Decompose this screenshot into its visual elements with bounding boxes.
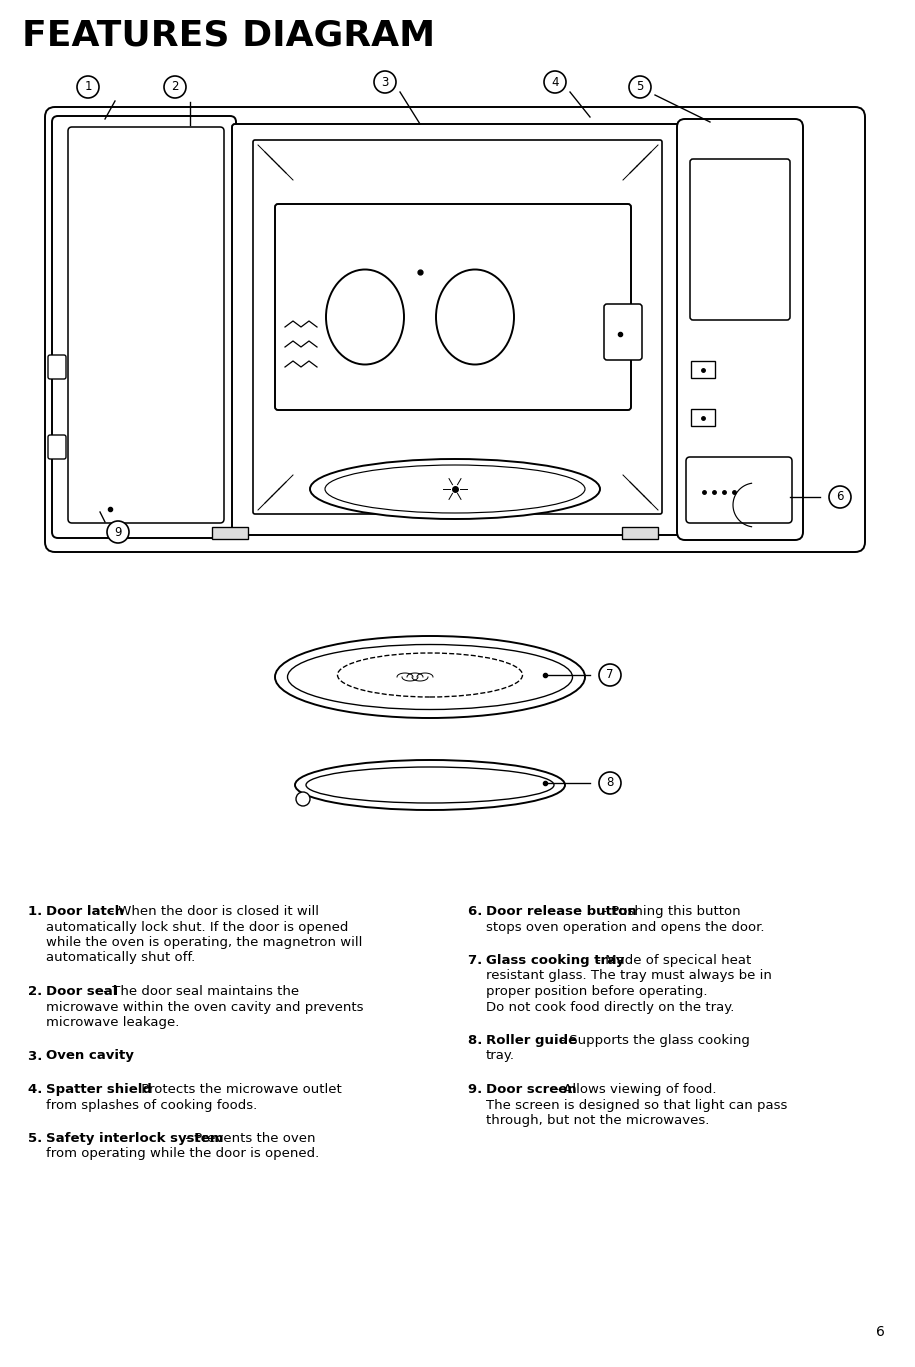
Text: microwave within the oven cavity and prevents: microwave within the oven cavity and pre…: [46, 1001, 363, 1013]
Text: - Pushing this button: - Pushing this button: [597, 905, 740, 919]
Text: FEATURES DIAGRAM: FEATURES DIAGRAM: [22, 19, 436, 53]
Text: Door release button: Door release button: [486, 905, 637, 919]
Text: Glass cooking tray: Glass cooking tray: [486, 954, 624, 966]
Ellipse shape: [275, 636, 585, 718]
Circle shape: [599, 664, 621, 686]
Text: 4.: 4.: [28, 1083, 47, 1096]
Text: - Made of specical heat: - Made of specical heat: [592, 954, 751, 966]
Text: 2: 2: [171, 81, 178, 93]
FancyBboxPatch shape: [52, 116, 236, 539]
Text: 7: 7: [607, 668, 614, 682]
Circle shape: [629, 77, 651, 98]
Text: The screen is designed so that light can pass: The screen is designed so that light can…: [486, 1099, 787, 1111]
Circle shape: [296, 791, 310, 807]
FancyBboxPatch shape: [686, 457, 792, 524]
Text: 5.: 5.: [28, 1132, 47, 1146]
Circle shape: [829, 487, 851, 509]
FancyBboxPatch shape: [691, 409, 715, 427]
Text: - Protects the microwave outlet: - Protects the microwave outlet: [128, 1083, 342, 1096]
Text: 8: 8: [607, 776, 614, 790]
Text: 2.: 2.: [28, 986, 47, 998]
Ellipse shape: [338, 653, 522, 697]
Text: - Prevents the oven: - Prevents the oven: [181, 1132, 316, 1146]
Ellipse shape: [287, 644, 573, 709]
Text: microwave leakage.: microwave leakage.: [46, 1016, 179, 1029]
Ellipse shape: [295, 760, 565, 811]
FancyBboxPatch shape: [691, 361, 715, 379]
FancyBboxPatch shape: [275, 204, 631, 410]
Text: tray.: tray.: [486, 1050, 514, 1062]
Text: proper position before operating.: proper position before operating.: [486, 986, 707, 998]
Circle shape: [107, 521, 129, 543]
Text: stops oven operation and opens the door.: stops oven operation and opens the door.: [486, 920, 764, 934]
Text: 6: 6: [836, 491, 844, 503]
Text: - Supports the glass cooking: - Supports the glass cooking: [556, 1033, 750, 1047]
FancyBboxPatch shape: [232, 124, 683, 534]
Ellipse shape: [306, 767, 554, 802]
Text: 1: 1: [84, 81, 92, 93]
Text: from operating while the door is opened.: from operating while the door is opened.: [46, 1147, 319, 1161]
Text: Oven cavity: Oven cavity: [46, 1050, 134, 1062]
FancyBboxPatch shape: [68, 127, 224, 524]
Text: Door seal: Door seal: [46, 986, 117, 998]
Text: Door latch: Door latch: [46, 905, 124, 919]
Text: through, but not the microwaves.: through, but not the microwaves.: [486, 1114, 709, 1126]
FancyBboxPatch shape: [48, 435, 66, 459]
Text: 6.: 6.: [468, 905, 487, 919]
FancyBboxPatch shape: [622, 528, 658, 539]
Text: 1.: 1.: [28, 905, 47, 919]
Ellipse shape: [436, 269, 514, 365]
FancyBboxPatch shape: [212, 528, 248, 539]
FancyBboxPatch shape: [604, 303, 642, 360]
Text: 6: 6: [877, 1325, 885, 1340]
Text: - The door seal maintains the: - The door seal maintains the: [99, 986, 299, 998]
Text: while the oven is operating, the magnetron will: while the oven is operating, the magnetr…: [46, 936, 362, 949]
Ellipse shape: [326, 269, 404, 365]
Text: 8.: 8.: [468, 1033, 487, 1047]
FancyBboxPatch shape: [677, 119, 803, 540]
Circle shape: [544, 71, 566, 93]
FancyBboxPatch shape: [690, 159, 790, 320]
Text: 9.: 9.: [468, 1083, 487, 1096]
Circle shape: [599, 772, 621, 794]
Text: 7.: 7.: [468, 954, 487, 966]
Text: automatically shut off.: automatically shut off.: [46, 951, 195, 965]
Circle shape: [77, 77, 99, 98]
Circle shape: [164, 77, 186, 98]
Text: from splashes of cooking foods.: from splashes of cooking foods.: [46, 1099, 257, 1111]
Text: - Allows viewing of food.: - Allows viewing of food.: [551, 1083, 717, 1096]
FancyBboxPatch shape: [48, 355, 66, 379]
FancyBboxPatch shape: [45, 107, 865, 552]
Text: Door screen: Door screen: [486, 1083, 576, 1096]
Text: Do not cook food directly on the tray.: Do not cook food directly on the tray.: [486, 1001, 734, 1013]
Ellipse shape: [325, 465, 585, 513]
Text: 4: 4: [551, 75, 559, 89]
Text: Safety interlock system: Safety interlock system: [46, 1132, 223, 1146]
Text: automatically lock shut. If the door is opened: automatically lock shut. If the door is …: [46, 920, 348, 934]
FancyBboxPatch shape: [253, 139, 662, 514]
Ellipse shape: [310, 459, 600, 519]
Circle shape: [374, 71, 396, 93]
Text: resistant glass. The tray must always be in: resistant glass. The tray must always be…: [486, 969, 771, 983]
Text: Roller guide: Roller guide: [486, 1033, 576, 1047]
Text: - When the door is closed it will: - When the door is closed it will: [104, 905, 318, 919]
Text: 9: 9: [114, 525, 122, 539]
Text: Spatter shield: Spatter shield: [46, 1083, 152, 1096]
Text: 3: 3: [382, 75, 389, 89]
Text: 5: 5: [636, 81, 643, 93]
Text: 3.: 3.: [28, 1050, 47, 1062]
